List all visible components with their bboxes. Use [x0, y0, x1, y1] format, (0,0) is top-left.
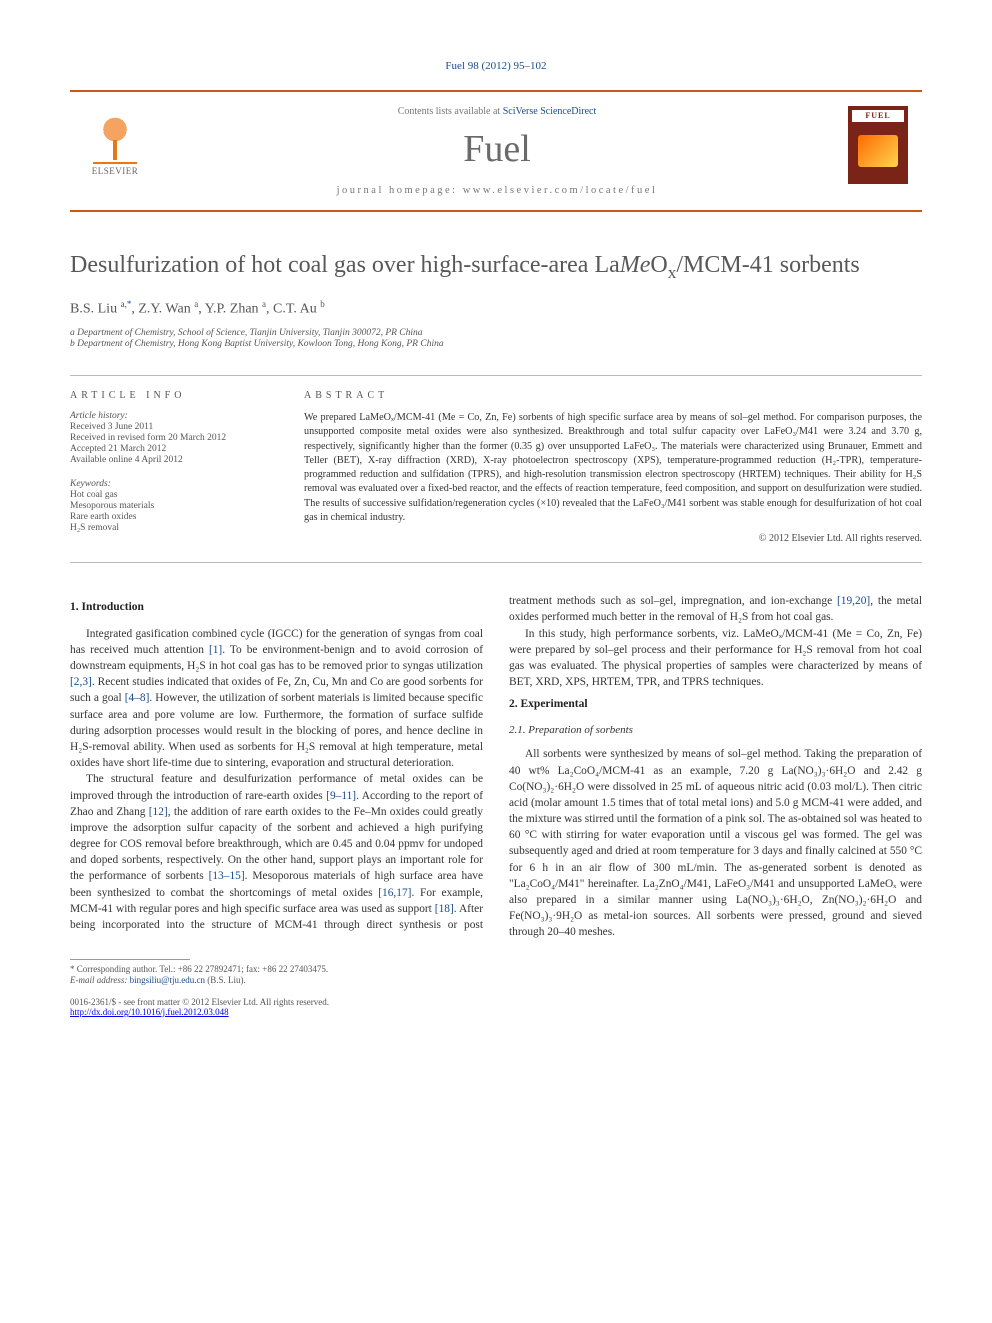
- cover-image-icon: [858, 135, 898, 167]
- header-center: Contents lists available at SciVerse Sci…: [162, 106, 832, 196]
- elsevier-logo: ELSEVIER: [84, 106, 146, 182]
- keyword-1: Hot coal gas: [70, 490, 270, 500]
- elsevier-label: ELSEVIER: [92, 166, 139, 176]
- affil-a: a Department of Chemistry, School of Sci…: [70, 328, 922, 338]
- author-4-sup: b: [320, 299, 325, 309]
- journal-cover: FUEL: [848, 106, 908, 184]
- info-bar: ARTICLE INFO Article history: Received 3…: [70, 375, 922, 563]
- homepage-prefix: journal homepage:: [337, 185, 463, 196]
- cover-body: [858, 122, 898, 180]
- ref-2-3[interactable]: [2,3]: [70, 676, 92, 688]
- history-revised: Received in revised form 20 March 2012: [70, 433, 270, 443]
- intro-para-1: Integrated gasification combined cycle (…: [70, 626, 483, 772]
- ref-18[interactable]: [18]: [435, 903, 454, 915]
- title-me-italic: Me: [620, 252, 651, 278]
- keywords-label: Keywords:: [70, 479, 270, 489]
- abstract-text: We prepared LaMeOₓ/MCM-41 (Me = Co, Zn, …: [304, 411, 922, 525]
- affiliations: a Department of Chemistry, School of Sci…: [70, 328, 922, 349]
- intro-para-3: In this study, high performance sorbents…: [509, 626, 922, 691]
- keyword-2: Mesoporous materials: [70, 501, 270, 511]
- section-2-heading: 2. Experimental: [509, 696, 922, 712]
- title-pre: Desulfurization of hot coal gas over hig…: [70, 252, 620, 278]
- bottom-bar: 0016-2361/$ - see front matter © 2012 El…: [70, 987, 922, 1017]
- author-1: B.S. Liu: [70, 302, 121, 317]
- email-label: E-mail address:: [70, 975, 130, 985]
- abstract-block: ABSTRACT We prepared LaMeOₓ/MCM-41 (Me =…: [304, 390, 922, 544]
- homepage-line: journal homepage: www.elsevier.com/locat…: [162, 185, 832, 196]
- author-2: , Z.Y. Wan: [131, 302, 194, 317]
- affil-b: b Department of Chemistry, Hong Kong Bap…: [70, 339, 922, 349]
- authors-line: B.S. Liu a,*, Z.Y. Wan a, Y.P. Zhan a, C…: [70, 299, 922, 318]
- journal-header: ELSEVIER Contents lists available at Sci…: [70, 90, 922, 212]
- email-link[interactable]: bingsiliu@tju.edu.cn: [130, 975, 205, 985]
- section-2-1-heading: 2.1. Preparation of sorbents: [509, 723, 922, 739]
- history-online: Available online 4 April 2012: [70, 455, 270, 465]
- front-matter-line: 0016-2361/$ - see front matter © 2012 El…: [70, 997, 329, 1007]
- title-post: O: [650, 252, 667, 278]
- abstract-copyright: © 2012 Elsevier Ltd. All rights reserved…: [304, 533, 922, 544]
- history-accepted: Accepted 21 March 2012: [70, 444, 270, 454]
- author-3: , Y.P. Zhan: [198, 302, 262, 317]
- ref-9-11[interactable]: [9–11]: [326, 790, 356, 802]
- elsevier-tree-icon: [93, 112, 137, 164]
- page-container: Fuel 98 (2012) 95–102 ELSEVIER Contents …: [0, 0, 992, 1057]
- email-line: E-mail address: bingsiliu@tju.edu.cn (B.…: [70, 975, 922, 987]
- sciencedirect-link[interactable]: SciVerse ScienceDirect: [503, 106, 597, 117]
- article-info-heading: ARTICLE INFO: [70, 390, 270, 401]
- top-citation: Fuel 98 (2012) 95–102: [70, 60, 922, 72]
- abstract-heading: ABSTRACT: [304, 390, 922, 401]
- email-suffix: (B.S. Liu).: [205, 975, 246, 985]
- author-4: , C.T. Au: [266, 302, 320, 317]
- ref-19-20[interactable]: [19,20]: [837, 595, 870, 607]
- title-tail: /MCM-41 sorbents: [676, 252, 859, 278]
- homepage-url[interactable]: www.elsevier.com/locate/fuel: [463, 185, 658, 196]
- journal-name: Fuel: [162, 127, 832, 171]
- corr-author-line: * Corresponding author. Tel.: +86 22 278…: [70, 964, 922, 976]
- contents-line: Contents lists available at SciVerse Sci…: [162, 106, 832, 117]
- ref-4-8[interactable]: [4–8]: [125, 692, 150, 704]
- ref-16-17[interactable]: [16,17]: [378, 887, 411, 899]
- keyword-3: Rare earth oxides: [70, 512, 270, 522]
- section-1-heading: 1. Introduction: [70, 599, 483, 615]
- body-columns: 1. Introduction Integrated gasification …: [70, 593, 922, 940]
- contents-prefix: Contents lists available at: [398, 106, 503, 117]
- ref-13-15[interactable]: [13–15]: [209, 870, 245, 882]
- history-received: Received 3 June 2011: [70, 422, 270, 432]
- bottom-left: 0016-2361/$ - see front matter © 2012 El…: [70, 997, 329, 1017]
- cover-title-bar: FUEL: [852, 110, 904, 122]
- history-label: Article history:: [70, 411, 270, 421]
- ref-12[interactable]: [12]: [149, 806, 168, 818]
- exp-para-1: All sorbents were synthesized by means o…: [509, 746, 922, 940]
- corresponding-footnote: * Corresponding author. Tel.: +86 22 278…: [70, 964, 922, 987]
- footnote-separator: [70, 959, 190, 960]
- doi-link[interactable]: http://dx.doi.org/10.1016/j.fuel.2012.03…: [70, 1007, 229, 1017]
- keyword-4: H₂S removal: [70, 523, 270, 533]
- ref-1[interactable]: [1]: [209, 644, 222, 656]
- article-title: Desulfurization of hot coal gas over hig…: [70, 250, 922, 283]
- article-info: ARTICLE INFO Article history: Received 3…: [70, 390, 270, 544]
